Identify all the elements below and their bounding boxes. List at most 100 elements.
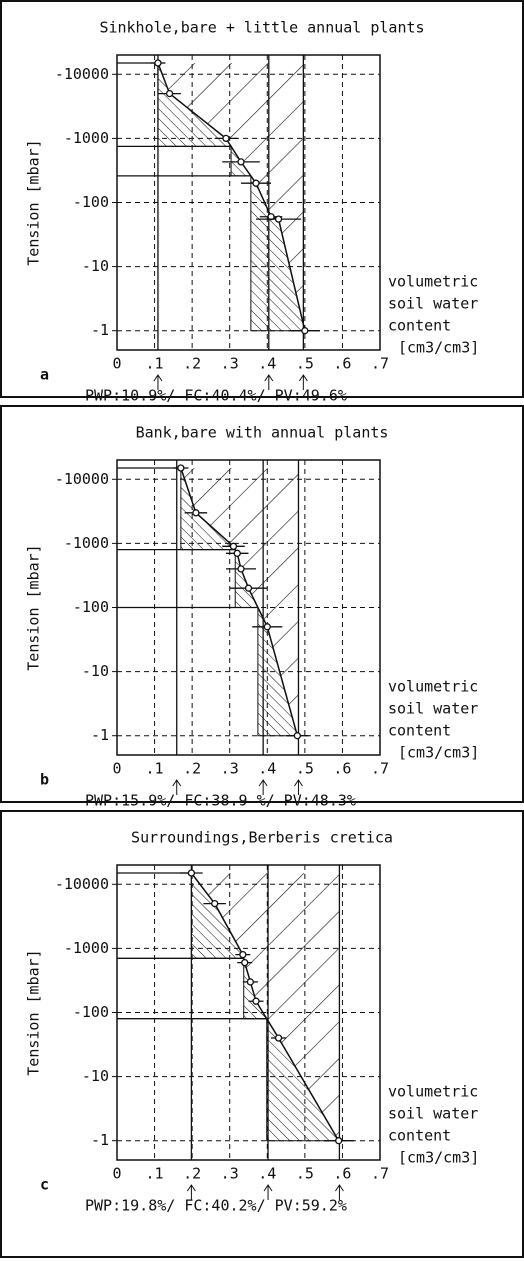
panel-border [0, 810, 524, 1258]
x-axis-label: content [388, 1127, 451, 1145]
y-tick-label: -1000 [64, 939, 109, 957]
data-point [301, 327, 309, 335]
data-point [293, 732, 301, 740]
data-point [252, 179, 260, 187]
y-axis-label: Tension [mbar] [25, 949, 43, 1075]
data-point [211, 899, 219, 908]
y-tick-label: -100 [73, 1003, 109, 1021]
x-tick-label: .2 [183, 760, 201, 778]
x-tick-label: .1 [146, 1165, 164, 1183]
reference-arrow [335, 1184, 344, 1200]
panel-border [0, 0, 524, 398]
hatch-wide [191, 873, 340, 1141]
x-axis-label: soil water [388, 700, 478, 718]
data-point [241, 958, 249, 967]
data-point [274, 1034, 283, 1042]
x-tick-label: .3 [221, 1165, 239, 1183]
data-point [222, 134, 230, 143]
y-tick-label: -1000 [64, 129, 109, 147]
y-tick-label: -1 [91, 726, 109, 744]
reference-arrow [294, 779, 303, 795]
data-point [335, 1137, 343, 1145]
x-axis-label: soil water [388, 1105, 478, 1123]
reference-arrow [298, 374, 308, 390]
data-point [233, 549, 241, 557]
x-tick-label: .6 [333, 760, 351, 778]
data-point [239, 950, 247, 959]
x-axis-label: [cm3/cm3] [398, 339, 479, 357]
data-point [154, 59, 162, 67]
x-axis-label: volumetric [388, 678, 478, 696]
x-tick-label: .6 [333, 1165, 351, 1183]
y-axis-label: Tension [mbar] [25, 139, 43, 265]
data-point [274, 215, 283, 223]
y-tick-label: -1000 [64, 534, 109, 552]
x-tick-label: .3 [221, 355, 239, 373]
y-tick-label: -100 [73, 598, 109, 616]
reference-arrow [153, 374, 163, 390]
data-point [237, 158, 245, 166]
y-axis-label: Tension [mbar] [25, 544, 43, 670]
y-tick-label: -10 [82, 662, 109, 680]
data-point [263, 623, 271, 631]
retention-curve [180, 467, 299, 736]
hatch-wide [180, 468, 299, 736]
data-point [177, 464, 185, 472]
y-tick-label: -1 [91, 321, 109, 339]
chart-title: Sinkhole,bare + little annual plants [99, 19, 424, 37]
x-tick-label: .5 [296, 355, 314, 373]
x-tick-label: .5 [296, 1165, 314, 1183]
x-axis-label: soil water [388, 295, 478, 313]
data-point [244, 584, 253, 592]
y-tick-label: -100 [73, 193, 109, 211]
reference-arrow [264, 374, 274, 390]
reference-arrow [186, 1184, 196, 1200]
data-point [165, 89, 174, 98]
data-point [192, 509, 200, 517]
annotation: PWP:19.8%/ FC:40.2%/ PV:59.2% [85, 1197, 347, 1215]
x-tick-label: .3 [221, 760, 239, 778]
x-tick-label: .4 [258, 760, 276, 778]
data-point [229, 542, 238, 550]
y-tick-label: -10000 [55, 65, 109, 83]
panel-border [0, 405, 524, 803]
y-tick-label: -10 [82, 257, 109, 275]
reference-arrow [258, 779, 268, 795]
hatch-wide [157, 63, 305, 331]
x-axis-label: [cm3/cm3] [398, 744, 479, 762]
x-axis-label: volumetric [388, 273, 478, 291]
plot-frame [116, 54, 381, 351]
x-tick-label: .1 [146, 355, 164, 373]
panel-label: a [40, 366, 49, 384]
annotation: PWP:10.9%/ FC:40.4%/ PV:49.6% [85, 387, 347, 405]
y-tick-label: -10000 [55, 875, 109, 893]
panel-label: b [40, 771, 49, 789]
panel-label: c [40, 1176, 49, 1194]
x-axis-label: [cm3/cm3] [398, 1149, 479, 1167]
data-point [187, 869, 196, 877]
x-axis-label: volumetric [388, 1083, 478, 1101]
chart-title: Bank,bare with annual plants [136, 424, 389, 442]
x-tick-label: .4 [258, 355, 276, 373]
annotation: PWP:15.9%/ FC:38.9 %/ PV:48.3% [85, 792, 356, 810]
reference-arrow [263, 1184, 273, 1200]
data-point [252, 997, 260, 1005]
x-tick-label: .4 [258, 1165, 276, 1183]
y-tick-label: -10 [82, 1067, 109, 1085]
x-tick-label: .2 [183, 1165, 201, 1183]
data-point [246, 978, 255, 986]
plot-frame [116, 864, 381, 1161]
x-axis-label: content [388, 722, 451, 740]
data-point [237, 565, 245, 573]
x-tick-label: .7 [371, 355, 389, 373]
x-axis-label: content [388, 317, 451, 335]
reference-arrow [172, 779, 182, 795]
x-tick-label: .1 [146, 760, 164, 778]
chart-title: Surroundings,Berberis cretica [131, 829, 393, 847]
x-tick-label: 0 [112, 760, 121, 778]
x-tick-label: .7 [371, 1165, 389, 1183]
x-tick-label: .6 [333, 355, 351, 373]
retention-curve [190, 872, 340, 1142]
y-tick-label: -1 [91, 1131, 109, 1149]
